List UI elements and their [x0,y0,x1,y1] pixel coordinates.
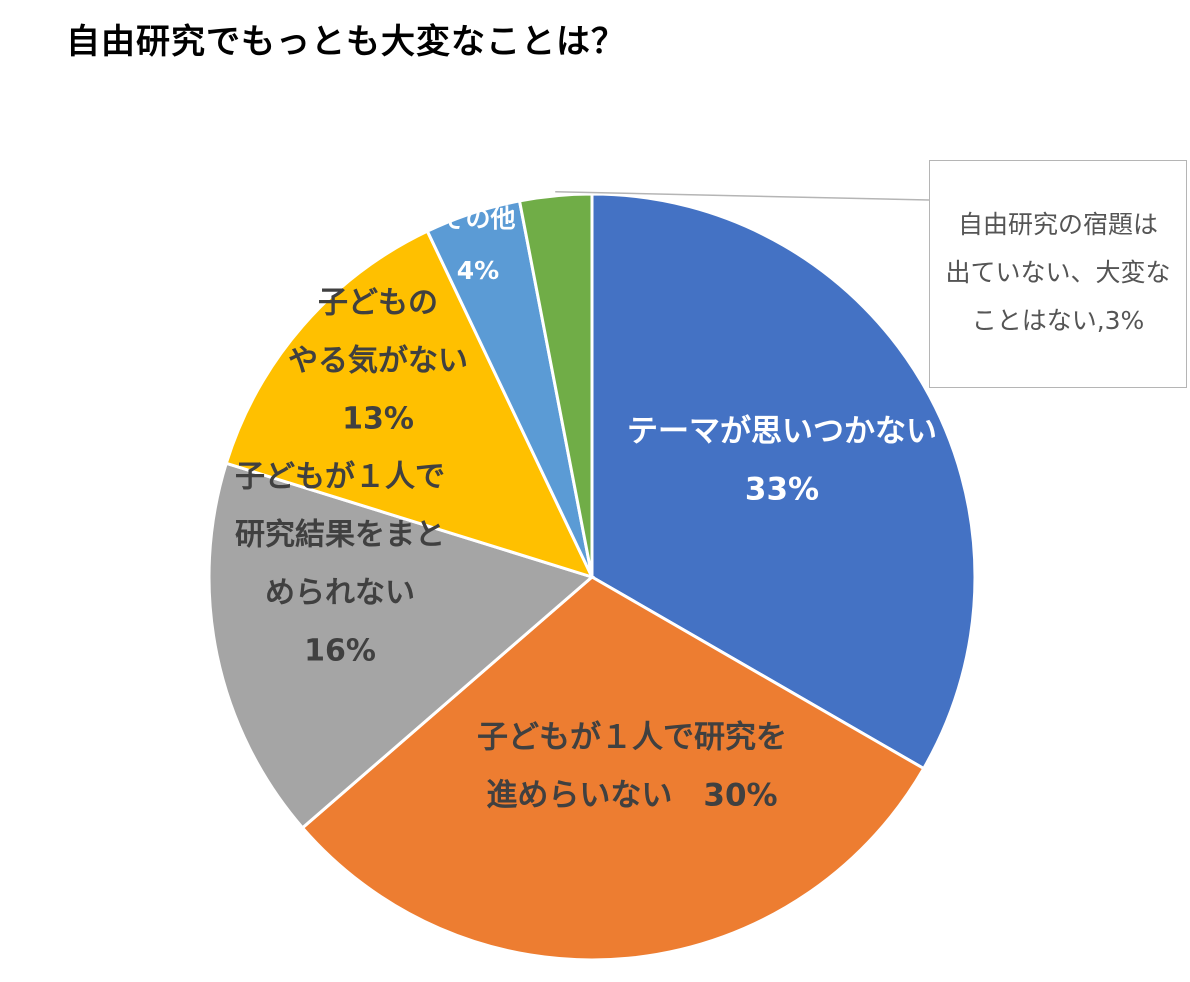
slice-label: やる気がない [288,344,468,379]
slice-label: 子どもの [318,286,438,321]
slice-label: 13% [342,402,414,437]
slice-label: 33% [745,472,819,508]
slice-label: 子どもが１人で [235,460,445,495]
slice-label: 進めらいない 30% [486,778,777,814]
slice-label: その他 [440,204,515,233]
slice-label: められない [265,576,415,611]
callout-line: 出ていない、大変な [945,258,1171,287]
callout-line: ことはない,3% [971,306,1145,335]
slice-label: 研究結果をまと [235,518,445,553]
callout-leader-line [555,191,930,201]
chart-title: 自由研究でもっとも大変なことは？ [66,22,626,62]
pie-slice [300,575,926,962]
slice-label: 子どもが１人で研究を [477,720,787,756]
pie-slice [517,192,594,578]
pie-slice [590,192,977,771]
callout-box: 自由研究の宿題は 出ていない、大変な ことはない,3% [929,160,1187,388]
slice-label: 4% [457,256,499,285]
callout-line: 自由研究の宿題は [957,210,1158,239]
pie-slice [207,461,596,830]
slice-label: テーマが思いつかない [627,414,937,450]
slice-label: 16% [304,634,376,669]
pie-slice [224,229,595,580]
pie-slices [207,192,977,962]
